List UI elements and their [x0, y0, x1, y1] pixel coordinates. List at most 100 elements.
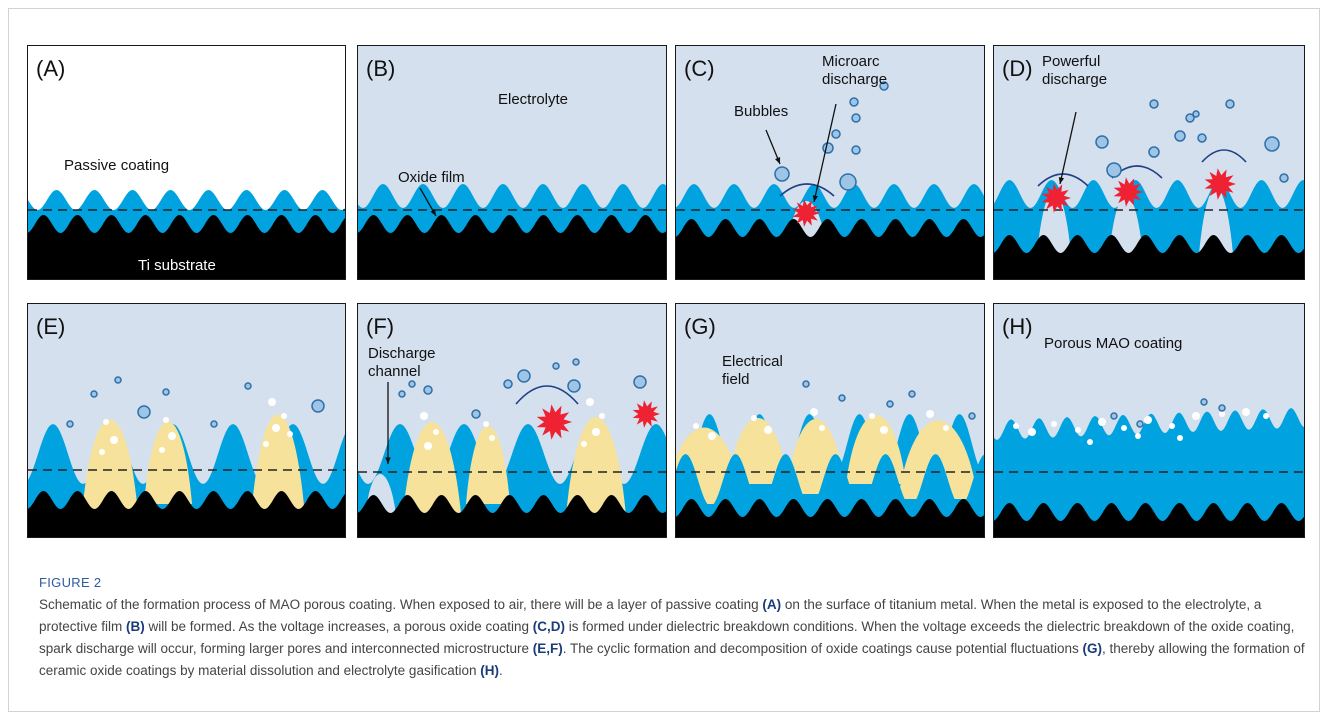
pore [1192, 412, 1200, 420]
discharge-label: Discharge [368, 345, 436, 362]
bubble [311, 399, 325, 413]
bubble [137, 405, 151, 419]
pore [1087, 439, 1093, 445]
bubble [552, 362, 560, 370]
spark-discharge [536, 404, 572, 440]
ceramic-region [402, 422, 462, 524]
pore [1144, 416, 1152, 424]
bubble [1149, 99, 1159, 109]
porous-mao-label: Porous MAO coating [1044, 335, 1183, 352]
figure-frame: (A) Passive coating Ti substrate (B) Ele… [8, 8, 1320, 712]
bubble [66, 420, 74, 428]
bubble [567, 379, 581, 393]
panel-e-letter: (E) [36, 314, 66, 339]
caption-body: Schematic of the formation process of MA… [39, 597, 1305, 678]
field-arc [1201, 149, 1247, 163]
ceramic-region [566, 417, 626, 516]
pointer-arrowhead [385, 457, 391, 464]
panel-a: (A) Passive coating Ti substrate [27, 45, 346, 280]
pore [693, 423, 699, 429]
oxide-film-label: Oxide film [398, 169, 465, 186]
pore [708, 432, 716, 440]
pore [103, 419, 109, 425]
microarc-discharge-label: discharge [822, 71, 888, 88]
pore [943, 425, 949, 431]
ti-substrate [28, 491, 345, 537]
figure-caption: FIGURE 2 Schematic of the formation proc… [39, 572, 1314, 682]
bubble [1218, 404, 1226, 412]
bubble [908, 390, 916, 398]
bubble [774, 166, 790, 182]
pore [1169, 423, 1175, 429]
bubble [839, 173, 857, 191]
bubble [408, 380, 416, 388]
pore [1219, 411, 1225, 417]
bubble [849, 97, 859, 107]
pore [287, 431, 293, 437]
panel-e-art [28, 376, 345, 537]
caption-text: on the surface of titanium metal. When t… [39, 597, 1262, 634]
pore [433, 429, 439, 435]
panel-c-letter: (C) [684, 56, 715, 81]
bubble [879, 81, 889, 91]
caption-panel-ref: (G) [1082, 641, 1103, 656]
electrolyte-label: Electrolyte [498, 91, 569, 108]
bubble [1095, 135, 1109, 149]
pore [1263, 413, 1269, 419]
caption-text: . [498, 663, 503, 678]
panel-c-art [676, 81, 984, 279]
pore [1013, 423, 1019, 429]
pointer-arrowhead [812, 195, 819, 202]
bubble [633, 375, 647, 389]
bubble [398, 390, 406, 398]
bubble [423, 385, 433, 395]
panel-h-art [994, 398, 1304, 537]
caption-panel-ref: (B) [126, 619, 145, 634]
bubble [838, 394, 846, 402]
caption-text: . The cyclic formation and decomposition… [562, 641, 1083, 656]
ceramic-region [82, 419, 138, 514]
pore [110, 436, 118, 444]
spark-discharge [792, 199, 820, 227]
panel-f-art [358, 358, 666, 537]
bubble [1110, 412, 1118, 420]
panel-h-letter: (H) [1002, 314, 1033, 339]
microarc-label: Microarc [822, 53, 880, 70]
pore [586, 398, 594, 406]
pore [483, 421, 489, 427]
pore [159, 447, 165, 453]
bubble [831, 129, 841, 139]
panel-g: (G) Electrical field [675, 303, 985, 538]
bubble [968, 412, 976, 420]
caption-text: is formed under dielectric breakdown con… [39, 619, 1295, 656]
caption-text: , thereby allowing the formation of cera… [39, 641, 1305, 678]
panel-e: (E) [27, 303, 346, 538]
caption-text: will be formed. As the voltage increases… [144, 619, 533, 634]
bubble [1136, 420, 1144, 428]
pore [869, 413, 875, 419]
passive-coating-label: Passive coating [64, 157, 170, 174]
pore [420, 412, 428, 420]
panel-b: (B) Electrolyte Oxide film [357, 45, 667, 280]
discharge-channel-label: channel [368, 363, 421, 380]
caption-panel-ref: (E,F) [532, 641, 563, 656]
bubble [114, 376, 122, 384]
pore [764, 426, 772, 434]
ti-substrate [28, 215, 345, 279]
powerful-label: Powerful [1042, 53, 1101, 70]
panel-a-letter: (A) [36, 56, 66, 81]
pointer-line [813, 103, 837, 203]
panel-d: (D) Powerful discharge [993, 45, 1305, 280]
pore [819, 425, 825, 431]
ceramic-region [466, 426, 510, 504]
pore [926, 410, 934, 418]
ti-substrate [358, 495, 666, 537]
pore [281, 413, 287, 419]
spark-discharge [1204, 168, 1236, 200]
bubble [1185, 113, 1195, 123]
pore [810, 408, 818, 416]
bubble [210, 420, 218, 428]
panel-d-letter: (D) [1002, 56, 1033, 81]
pore [581, 441, 587, 447]
field-arc [779, 183, 835, 197]
